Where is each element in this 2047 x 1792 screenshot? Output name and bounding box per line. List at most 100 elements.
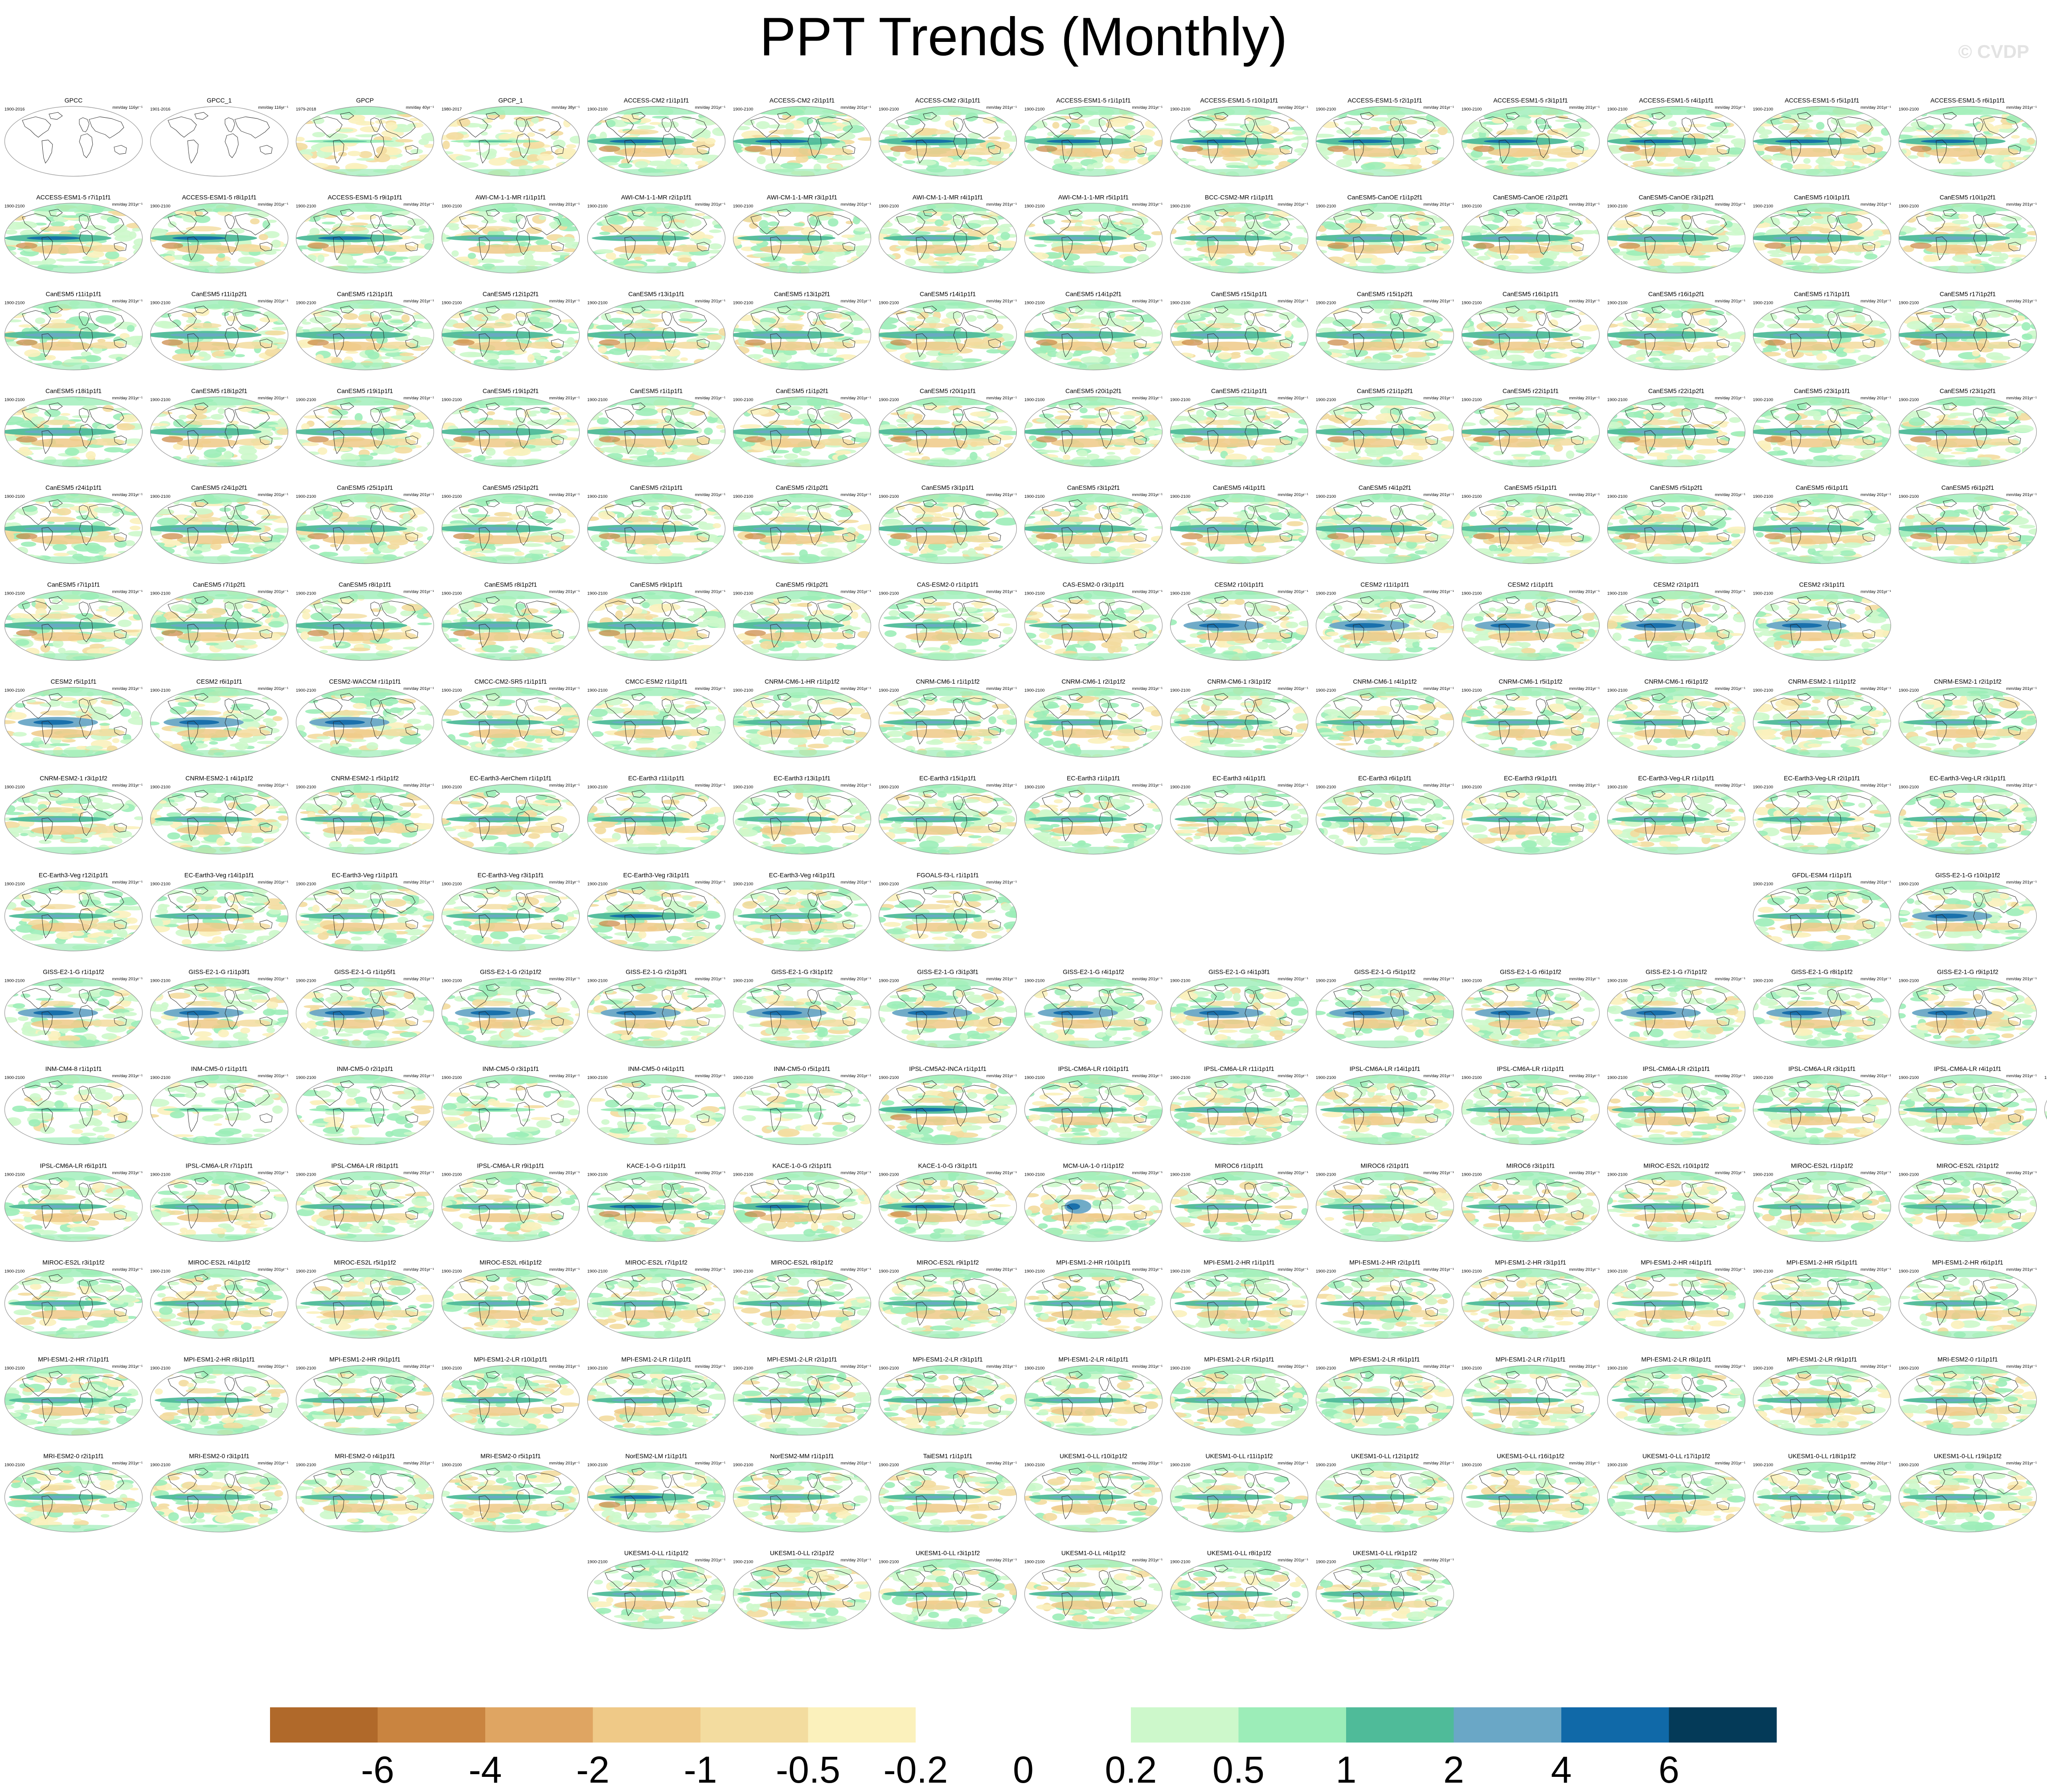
trend-field [879, 203, 1017, 274]
map-outline [878, 106, 1017, 177]
map-outline [1607, 590, 1746, 661]
panel-period: 1900-2100 [1316, 494, 1336, 499]
panel-title: CMCC-CM2-SR5 r1i1p1f1 [475, 678, 547, 685]
colorbar-box [916, 1707, 1024, 1743]
cvdp-watermark: © CVDP [1958, 41, 2029, 62]
panel-units: mm/day 201yr⁻¹ [1278, 590, 1308, 595]
map-outline [1607, 687, 1746, 758]
panel-units: mm/day 201yr⁻¹ [2006, 299, 2037, 304]
map-outline [295, 106, 434, 177]
map-panel: CanESM5 r7i1p2f1 1900-2100 mm/day 201yr⁻¹ [150, 581, 289, 661]
panel-period: 1900-2100 [733, 494, 753, 499]
panel-units: mm/day 201yr⁻¹ [841, 590, 871, 595]
map-outline [1752, 106, 1891, 177]
map-outline [1170, 106, 1309, 177]
panel-title: CanESM5 r14i1p2f1 [1065, 291, 1122, 298]
map-panel: CanESM5 r10i1p1f1 1900-2100 mm/day 201yr⁻¹ [1752, 193, 1891, 274]
panel-title: CanESM5 r8i1p2f1 [484, 581, 537, 588]
map-outline [1461, 106, 1600, 177]
panel-period: 1900-2100 [4, 301, 25, 306]
map-outline [1315, 203, 1454, 274]
map-panel: CESM2 r3i1p1f1 1900-2100 mm/day 201yr⁻¹ [1752, 581, 1891, 661]
colorbar-box [1131, 1707, 1239, 1743]
panel-units: mm/day 201yr⁻¹ [258, 202, 288, 207]
panel-title: CanESM5 r4i1p2f1 [1359, 484, 1412, 491]
colorbar-box [1023, 1707, 1131, 1743]
panel-period: 1900-2100 [150, 398, 170, 402]
trend-field [150, 106, 288, 176]
panel-units: mm/day 201yr⁻¹ [1424, 492, 1454, 497]
panel-units: mm/day 38yr⁻¹ [552, 105, 580, 110]
panel-period: 1900-2100 [296, 591, 316, 596]
map-panel: CanESM5 r6i1p1f1 1900-2100 mm/day 201yr⁻¹ [1752, 484, 1891, 564]
map-outline [4, 493, 143, 564]
map-panel: CanESM5 r23i1p2f1 1900-2100 mm/day 201yr⁻¹ [1898, 387, 2037, 467]
panel-units: mm/day 201yr⁻¹ [695, 686, 725, 691]
trend-field [733, 590, 871, 661]
panel-title: ACCESS-ESM1-5 r6i1p1f1 [1930, 97, 2005, 104]
map-outline [1898, 493, 2037, 564]
map-panel: CanESM5 r10i1p2f1 1900-2100 mm/day 201yr⁻¹ [1898, 193, 2037, 274]
panel-title: CNRM-CM6-1 r4i1p1f2 [1353, 678, 1417, 685]
trend-field [1899, 203, 2037, 274]
trend-field [1024, 687, 1163, 758]
panel-units: mm/day 201yr⁻¹ [1861, 299, 1891, 304]
trend-field [1462, 687, 1600, 758]
panel-period: 1900-2100 [1024, 204, 1044, 209]
panel-period: 1900-2100 [587, 301, 607, 306]
panel-period: 1900-2100 [587, 688, 607, 693]
panel-period: 1900-2100 [587, 107, 607, 112]
colorbar-tick-label: 0.5 [1212, 1749, 1265, 1791]
panel-units: mm/day 201yr⁻¹ [112, 590, 143, 595]
panel-title: AWI-CM-1-1-MR r2i1p1f1 [621, 193, 692, 201]
panel-period: 1900-2100 [1607, 591, 1627, 596]
panel-period: 1900-2100 [1024, 591, 1044, 596]
panel-title: CanESM5 r7i1p2f1 [193, 581, 246, 588]
map-outline [587, 590, 726, 661]
panel-title: CanESM5 r2i1p2f1 [776, 484, 829, 491]
trend-field [879, 299, 1017, 370]
map-panel: CanESM5 r14i1p1f1 1900-2100 mm/day 201yr⁻¹ [878, 291, 1017, 370]
panel-period: 1900-2100 [587, 204, 607, 209]
map-outline [150, 299, 289, 370]
map-outline [441, 396, 580, 467]
panel-period: 1900-2100 [1316, 301, 1336, 306]
panel-period: 1900-2100 [587, 398, 607, 402]
map-outline [1607, 299, 1746, 370]
panel-period: 1900-2100 [587, 591, 607, 596]
panel-units: mm/day 201yr⁻¹ [404, 299, 434, 304]
map-outline [1170, 687, 1309, 758]
panel-period: 1900-2100 [442, 204, 462, 209]
map-panel: CESM2 r11i1p1f1 1900-2100 mm/day 201yr⁻¹ [1315, 581, 1454, 661]
panel-title: CanESM5 r25i1p2f1 [483, 484, 539, 491]
panel-units: mm/day 201yr⁻¹ [1715, 105, 1745, 110]
panel-title: CAS-ESM2-0 r3i1p1f1 [1063, 581, 1125, 588]
panel-title: ACCESS-CM2 r3i1p1f1 [915, 97, 980, 104]
panel-units: mm/day 201yr⁻¹ [112, 202, 143, 207]
panel-period: 1900-2100 [4, 591, 25, 596]
panel-period: 1900-2100 [4, 204, 25, 209]
panel-units: mm/day 201yr⁻¹ [1278, 396, 1308, 401]
colorbar-tick-labels: -6 -4 -2 -1 -0.5 -0.2 0 0.2 0.5 1 2 4 6 [361, 1749, 1679, 1791]
map-panel: CanESM5 r24i1p1f1 1900-2100 mm/day 201yr⁻¹ [4, 484, 143, 564]
map-outline [441, 493, 580, 564]
map-outline [1461, 493, 1600, 564]
panel-units: mm/day 201yr⁻¹ [987, 105, 1017, 110]
map-outline [1024, 590, 1163, 661]
map-outline [4, 687, 143, 758]
panel-period: 1900-2100 [1753, 688, 1773, 693]
panel-period: 1900-2100 [442, 591, 462, 596]
panel-title: CanESM5 r6i1p1f1 [1796, 484, 1849, 491]
panel-title: CESM2 r6i1p1f1 [197, 678, 242, 685]
map-outline [1607, 106, 1746, 177]
colorbar-box [270, 1707, 378, 1743]
map-outline [1024, 396, 1163, 467]
panel-units: mm/day 201yr⁻¹ [1424, 105, 1454, 110]
map-outline [1315, 106, 1454, 177]
panel-units: mm/day 201yr⁻¹ [987, 492, 1017, 497]
map-panel: CanESM5 r7i1p1f1 1900-2100 mm/day 201yr⁻¹ [4, 581, 143, 661]
map-outline [295, 493, 434, 564]
panel-units: mm/day 201yr⁻¹ [404, 686, 434, 691]
colorbar-tick-label: -6 [361, 1749, 394, 1791]
